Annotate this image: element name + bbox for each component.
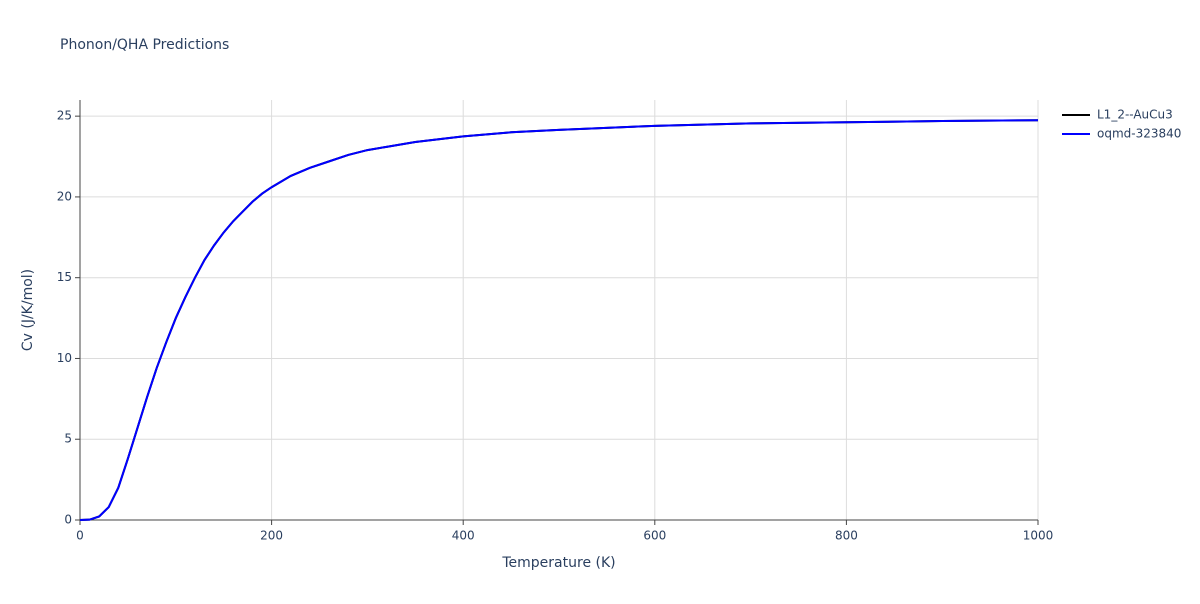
y-tick-label: 25 bbox=[57, 109, 72, 123]
y-tick-label: 15 bbox=[57, 270, 72, 284]
y-tick-label: 20 bbox=[57, 189, 72, 203]
legend-label: L1_2--AuCu3 bbox=[1097, 108, 1173, 122]
y-tick-label: 5 bbox=[64, 432, 72, 446]
x-tick-label: 600 bbox=[643, 529, 666, 543]
chart-title: Phonon/QHA Predictions bbox=[60, 37, 229, 53]
x-tick-label: 200 bbox=[260, 529, 283, 543]
x-tick-label: 1000 bbox=[1023, 529, 1054, 543]
x-axis-label: Temperature (K) bbox=[501, 555, 615, 571]
x-tick-label: 0 bbox=[76, 529, 84, 543]
series-line bbox=[79, 119, 1039, 521]
x-tick-label: 800 bbox=[835, 529, 858, 543]
y-tick-label: 10 bbox=[57, 351, 72, 365]
y-axis-label: Cv (J/K/mol) bbox=[20, 269, 36, 351]
y-tick-label: 0 bbox=[64, 513, 72, 527]
series-line bbox=[79, 119, 1039, 521]
legend-label: oqmd-323840 bbox=[1097, 127, 1181, 141]
x-tick-label: 400 bbox=[452, 529, 475, 543]
